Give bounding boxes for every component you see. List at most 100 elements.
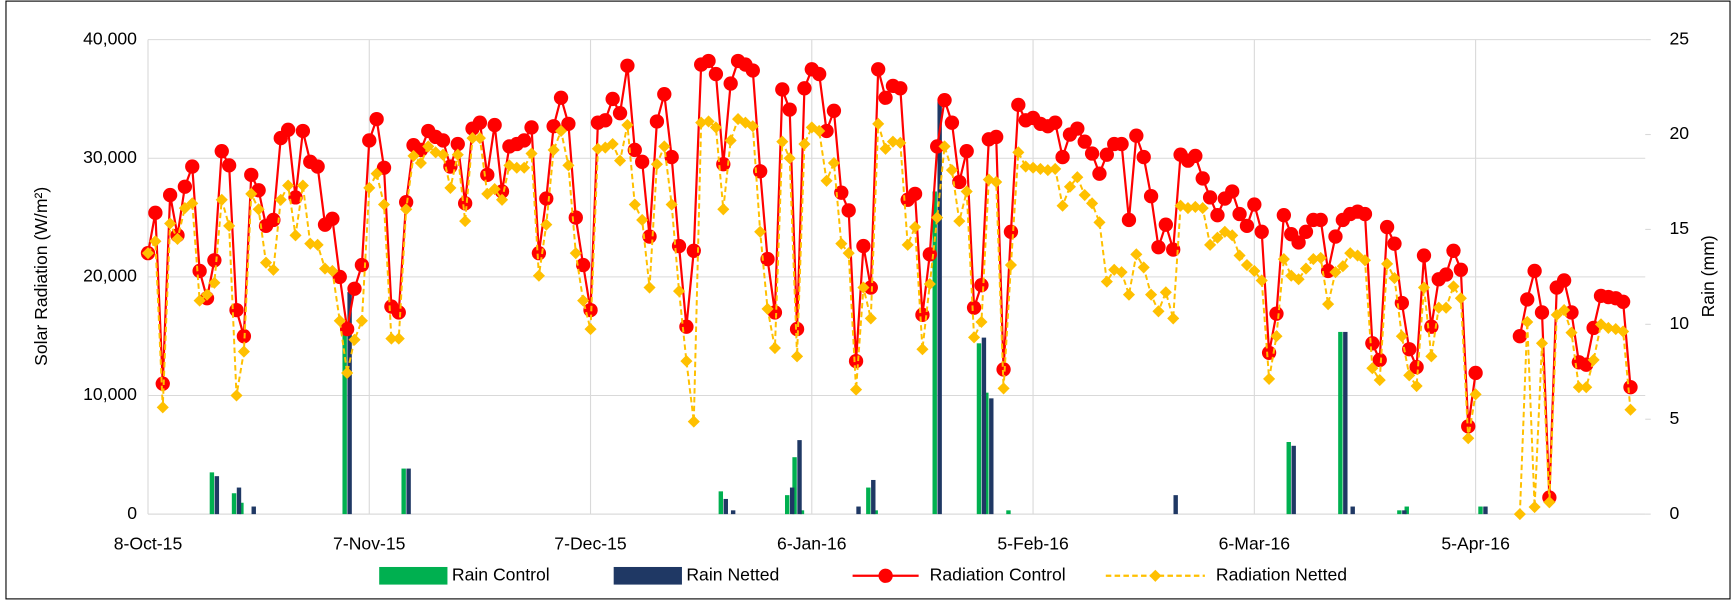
data-point [1454, 292, 1467, 305]
data-point [937, 92, 952, 108]
data-point [149, 235, 162, 248]
data-point [568, 210, 583, 225]
data-point [613, 154, 627, 167]
data-point [1247, 197, 1262, 212]
data-point [894, 136, 907, 149]
data-point [1152, 305, 1165, 318]
data-point [576, 257, 591, 273]
data-point [524, 120, 539, 135]
data-point [1261, 345, 1277, 360]
data-point [1365, 336, 1380, 351]
data-point [162, 187, 178, 203]
data-point [945, 164, 958, 177]
data-point [354, 257, 370, 273]
data-point [444, 181, 457, 194]
data-point [1048, 115, 1063, 130]
data-point [1019, 160, 1032, 173]
data-point [1417, 281, 1431, 294]
data-point [856, 238, 871, 254]
data-point [177, 179, 193, 194]
data-point [178, 202, 191, 215]
data-point [332, 269, 347, 285]
bar [984, 392, 989, 515]
data-point [221, 158, 237, 173]
data-point [997, 382, 1010, 395]
data-point [451, 148, 464, 161]
data-point [267, 263, 280, 276]
bar [1397, 510, 1402, 515]
data-point [1314, 251, 1327, 264]
data-point [990, 175, 1003, 189]
data-point [355, 314, 368, 327]
bar [723, 498, 728, 515]
data-point [540, 218, 553, 231]
bar [981, 337, 987, 515]
y2-axis-title: Rain (mm) [1698, 235, 1718, 317]
data-point [944, 115, 960, 130]
data-point [391, 305, 406, 320]
legend-label: Radiation Netted [1216, 564, 1347, 584]
bar [1173, 495, 1178, 515]
data-point [1210, 208, 1225, 223]
data-point [636, 213, 649, 226]
data-point [1617, 325, 1630, 338]
y-tick-label: 10,000 [83, 384, 137, 404]
data-point [687, 415, 700, 428]
data-point [1049, 162, 1062, 175]
data-point [1299, 262, 1313, 275]
data-point [1615, 294, 1631, 309]
data-point [466, 132, 479, 145]
data-point [1077, 134, 1092, 149]
data-point [665, 198, 678, 211]
data-point [1572, 381, 1585, 394]
bar [1286, 442, 1291, 515]
data-point [1012, 146, 1025, 159]
data-point [635, 154, 650, 169]
x-tick-label: 6-Mar-16 [1219, 534, 1291, 554]
data-point [1440, 301, 1453, 314]
data-point [989, 129, 1004, 145]
data-point [274, 193, 287, 206]
data-point [1373, 374, 1386, 387]
legend-item: Radiation Netted [1105, 564, 1347, 584]
data-point [347, 281, 362, 296]
data-point [909, 221, 922, 234]
bar [342, 328, 347, 515]
data-point [863, 280, 878, 295]
data-point [459, 215, 472, 228]
data-point [1225, 184, 1240, 199]
data-point [953, 215, 966, 228]
data-point [1409, 359, 1424, 375]
data-point [996, 362, 1011, 377]
data-point [280, 122, 296, 137]
data-point [1453, 262, 1469, 277]
bar [347, 292, 352, 515]
bar [799, 510, 805, 515]
data-point [1189, 200, 1202, 213]
data-point [325, 211, 340, 226]
data-point [561, 116, 576, 132]
y2-tick-label: 0 [1669, 503, 1679, 523]
data-point [938, 140, 951, 153]
data-point [901, 238, 914, 251]
data-point [1388, 272, 1401, 285]
bar [1350, 506, 1355, 515]
data-point [185, 159, 200, 174]
data-point [930, 139, 945, 154]
data-point [516, 133, 532, 148]
data-point [871, 62, 886, 77]
data-point [296, 179, 309, 192]
data-point [223, 219, 236, 232]
data-point [848, 353, 864, 369]
bar [792, 457, 797, 515]
data-point [760, 251, 775, 267]
data-point [370, 167, 383, 180]
data-point [1513, 508, 1526, 521]
bar [1291, 445, 1296, 515]
data-point [1084, 146, 1100, 161]
data-point [377, 198, 391, 211]
bar [1402, 510, 1407, 515]
data-point [658, 140, 671, 153]
data-point [1149, 569, 1162, 582]
y2-tick-label: 25 [1669, 28, 1689, 48]
